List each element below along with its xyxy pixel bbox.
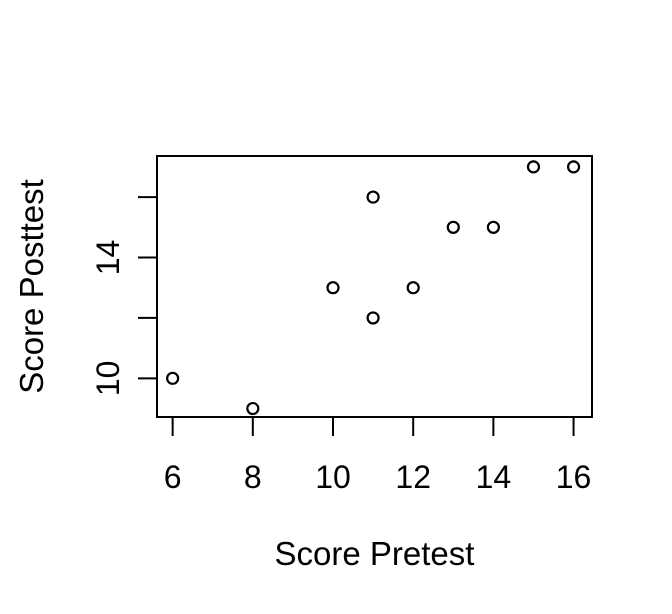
y-tick-label: 14 [90, 240, 126, 276]
x-axis: 6 8 10 12 14 16 [164, 417, 592, 495]
x-tick-label: 16 [556, 459, 592, 495]
data-point [526, 160, 541, 174]
data-point [366, 311, 380, 325]
data-point [166, 371, 180, 385]
data-point [366, 190, 380, 204]
data-point [406, 281, 420, 295]
x-tick-label: 6 [164, 459, 182, 495]
data-point [326, 281, 340, 295]
y-axis: 10 14 [90, 196, 157, 397]
x-tick-label: 10 [315, 459, 351, 495]
y-tick-label: 10 [90, 361, 126, 397]
x-tick-label: 8 [244, 459, 262, 495]
y-axis-title: Score Posttest [13, 179, 50, 394]
x-axis-title: Score Pretest [275, 535, 475, 572]
data-point [246, 401, 260, 416]
data-point [446, 220, 460, 234]
data-point [566, 160, 581, 174]
data-point [486, 220, 500, 234]
x-tick-label: 12 [395, 459, 431, 495]
plot-box [156, 155, 593, 418]
x-tick-label: 14 [476, 459, 512, 495]
data-points [166, 160, 581, 416]
